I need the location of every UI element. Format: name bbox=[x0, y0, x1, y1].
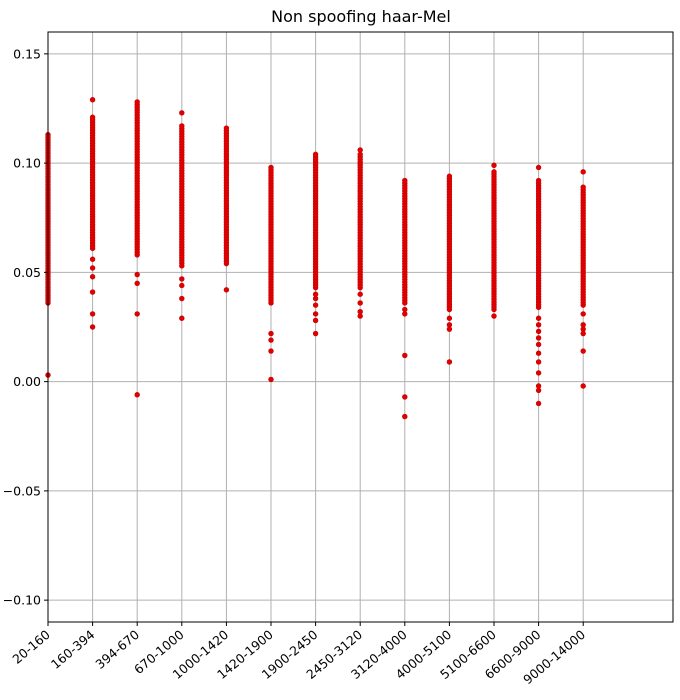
data-point bbox=[179, 123, 185, 129]
data-point bbox=[580, 184, 586, 190]
data-point bbox=[535, 341, 542, 348]
data-point bbox=[89, 97, 96, 103]
data-point bbox=[535, 350, 542, 356]
data-point bbox=[223, 125, 230, 131]
y-tick-label: −0.05 bbox=[3, 483, 41, 498]
data-point bbox=[402, 413, 408, 420]
data-point bbox=[357, 147, 363, 153]
data-point bbox=[312, 311, 319, 317]
y-tick-label: 0.05 bbox=[13, 265, 41, 280]
data-point bbox=[491, 162, 497, 168]
data-point bbox=[446, 173, 453, 179]
data-point bbox=[535, 177, 542, 184]
data-point bbox=[491, 313, 497, 319]
data-point bbox=[268, 330, 274, 337]
data-point bbox=[580, 322, 586, 328]
data-point bbox=[89, 311, 96, 317]
data-point bbox=[312, 330, 319, 337]
data-point bbox=[179, 110, 185, 116]
data-point bbox=[134, 99, 140, 105]
data-point bbox=[179, 315, 185, 321]
data-point bbox=[402, 177, 408, 184]
data-point bbox=[179, 282, 185, 289]
data-point bbox=[89, 256, 96, 262]
data-point bbox=[134, 271, 140, 278]
y-tick-label: 0.15 bbox=[13, 46, 41, 61]
data-point bbox=[580, 348, 586, 354]
data-point bbox=[580, 169, 586, 175]
data-point bbox=[179, 295, 185, 302]
data-point bbox=[402, 352, 408, 359]
data-point bbox=[89, 289, 96, 295]
data-point bbox=[446, 359, 453, 365]
data-point bbox=[89, 274, 96, 280]
data-point bbox=[268, 376, 274, 383]
data-point bbox=[89, 265, 96, 271]
data-point bbox=[268, 337, 274, 343]
data-point bbox=[312, 317, 319, 324]
y-tick-label: 0.00 bbox=[13, 374, 41, 389]
data-point bbox=[535, 400, 542, 407]
data-point bbox=[312, 302, 319, 308]
data-point bbox=[535, 315, 542, 321]
data-point bbox=[535, 383, 542, 389]
data-point bbox=[402, 306, 408, 313]
data-point bbox=[580, 383, 586, 389]
data-point bbox=[357, 300, 363, 306]
data-point bbox=[402, 394, 408, 400]
data-point bbox=[312, 151, 319, 158]
data-point bbox=[535, 335, 542, 341]
data-point bbox=[535, 164, 542, 171]
data-point bbox=[535, 328, 542, 335]
data-point bbox=[89, 324, 96, 330]
grid bbox=[47, 32, 673, 622]
chart-title: Non spoofing haar-Mel bbox=[271, 7, 451, 26]
data-point bbox=[357, 309, 363, 315]
data-point bbox=[580, 311, 586, 317]
data-point bbox=[89, 114, 96, 120]
data-point bbox=[134, 280, 140, 286]
data-point bbox=[134, 392, 140, 398]
x-tick-label: 160-394 bbox=[48, 627, 98, 672]
y-tick-label: 0.10 bbox=[13, 156, 41, 171]
data-point bbox=[179, 276, 185, 282]
data-point bbox=[535, 370, 542, 376]
x-tick-label: 20-160 bbox=[9, 627, 53, 667]
data-point bbox=[268, 348, 274, 354]
data-point bbox=[223, 287, 230, 293]
y-tick-label: −0.10 bbox=[3, 593, 41, 608]
data-point bbox=[446, 315, 453, 321]
data-point bbox=[357, 291, 363, 297]
data-point bbox=[491, 169, 497, 175]
data-point bbox=[535, 322, 542, 328]
data-point bbox=[268, 164, 274, 171]
data-point bbox=[446, 322, 453, 328]
data-point bbox=[535, 359, 542, 365]
data-point bbox=[134, 311, 140, 317]
data-point bbox=[312, 291, 319, 297]
